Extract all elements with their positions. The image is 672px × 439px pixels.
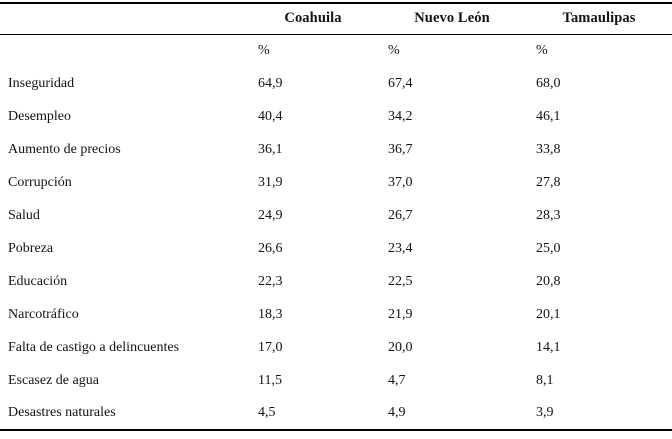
value-cell: 34,2 <box>388 108 413 124</box>
value-cell: 14,1 <box>536 339 561 355</box>
unit-row-label <box>0 34 248 67</box>
unit-cell: % <box>258 42 270 58</box>
table-row: Corrupción 31,9 37,0 27,8 <box>0 166 672 199</box>
table-row: Falta de castigo a delincuentes 17,0 20,… <box>0 331 672 364</box>
value-cell: 20,8 <box>536 273 561 289</box>
row-label: Falta de castigo a delincuentes <box>8 339 180 355</box>
table-row: Escasez de agua 11,5 4,7 8,1 <box>0 364 672 397</box>
value-cell: 27,8 <box>536 174 561 190</box>
percentage-table: Coahuila Nuevo León Tamaulipas % % % Ins… <box>0 2 672 431</box>
column-header-tamaulipas: Tamaulipas <box>562 10 636 27</box>
value-cell: 40,4 <box>258 108 283 124</box>
table-header-row: Coahuila Nuevo León Tamaulipas <box>0 3 672 34</box>
value-cell: 24,9 <box>258 207 283 223</box>
row-label: Pobreza <box>8 240 54 256</box>
table-row: Inseguridad 64,9 67,4 68,0 <box>0 67 672 100</box>
row-label: Corrupción <box>8 174 72 190</box>
value-cell: 33,8 <box>536 141 561 157</box>
value-cell: 20,0 <box>388 339 413 355</box>
value-cell: 26,7 <box>388 207 413 223</box>
unit-cell: % <box>536 42 548 58</box>
table-row: Salud 24,9 26,7 28,3 <box>0 199 672 232</box>
value-cell: 21,9 <box>388 306 413 322</box>
value-cell: 4,7 <box>388 372 406 388</box>
column-header-nuevo-leon: Nuevo León <box>414 10 490 27</box>
table-row: Educación 22,3 22,5 20,8 <box>0 265 672 298</box>
table-row: Pobreza 26,6 23,4 25,0 <box>0 232 672 265</box>
table-row: Desastres naturales 4,5 4,9 3,9 <box>0 397 672 430</box>
value-cell: 64,9 <box>258 75 283 91</box>
column-header-coahuila: Coahuila <box>284 10 342 27</box>
value-cell: 67,4 <box>388 75 413 91</box>
corner-header-cell <box>0 3 248 34</box>
row-label: Aumento de precios <box>8 141 121 157</box>
value-cell: 25,0 <box>536 240 561 256</box>
row-label: Escasez de agua <box>8 372 99 388</box>
value-cell: 20,1 <box>536 306 561 322</box>
value-cell: 26,6 <box>258 240 283 256</box>
value-cell: 68,0 <box>536 75 561 91</box>
value-cell: 11,5 <box>258 372 282 388</box>
row-label: Educación <box>8 273 68 289</box>
value-cell: 22,3 <box>258 273 283 289</box>
value-cell: 37,0 <box>388 174 413 190</box>
row-label: Inseguridad <box>8 75 75 91</box>
value-cell: 31,9 <box>258 174 283 190</box>
value-cell: 23,4 <box>388 240 413 256</box>
value-cell: 22,5 <box>388 273 413 289</box>
table-row: Aumento de precios 36,1 36,7 33,8 <box>0 133 672 166</box>
unit-cell: % <box>388 42 400 58</box>
table-row: Narcotráfico 18,3 21,9 20,1 <box>0 298 672 331</box>
row-label: Narcotráfico <box>8 306 79 322</box>
value-cell: 17,0 <box>258 339 283 355</box>
value-cell: 46,1 <box>536 108 561 124</box>
row-label: Salud <box>8 207 40 223</box>
value-cell: 36,1 <box>258 141 283 157</box>
row-label: Desastres naturales <box>8 405 116 420</box>
value-cell: 3,9 <box>536 405 554 420</box>
table-row: Desempleo 40,4 34,2 46,1 <box>0 100 672 133</box>
value-cell: 4,5 <box>258 405 276 420</box>
value-cell: 36,7 <box>388 141 413 157</box>
value-cell: 28,3 <box>536 207 561 223</box>
value-cell: 4,9 <box>388 405 406 420</box>
value-cell: 8,1 <box>536 372 554 388</box>
unit-row: % % % <box>0 34 672 67</box>
value-cell: 18,3 <box>258 306 283 322</box>
row-label: Desempleo <box>8 108 71 124</box>
